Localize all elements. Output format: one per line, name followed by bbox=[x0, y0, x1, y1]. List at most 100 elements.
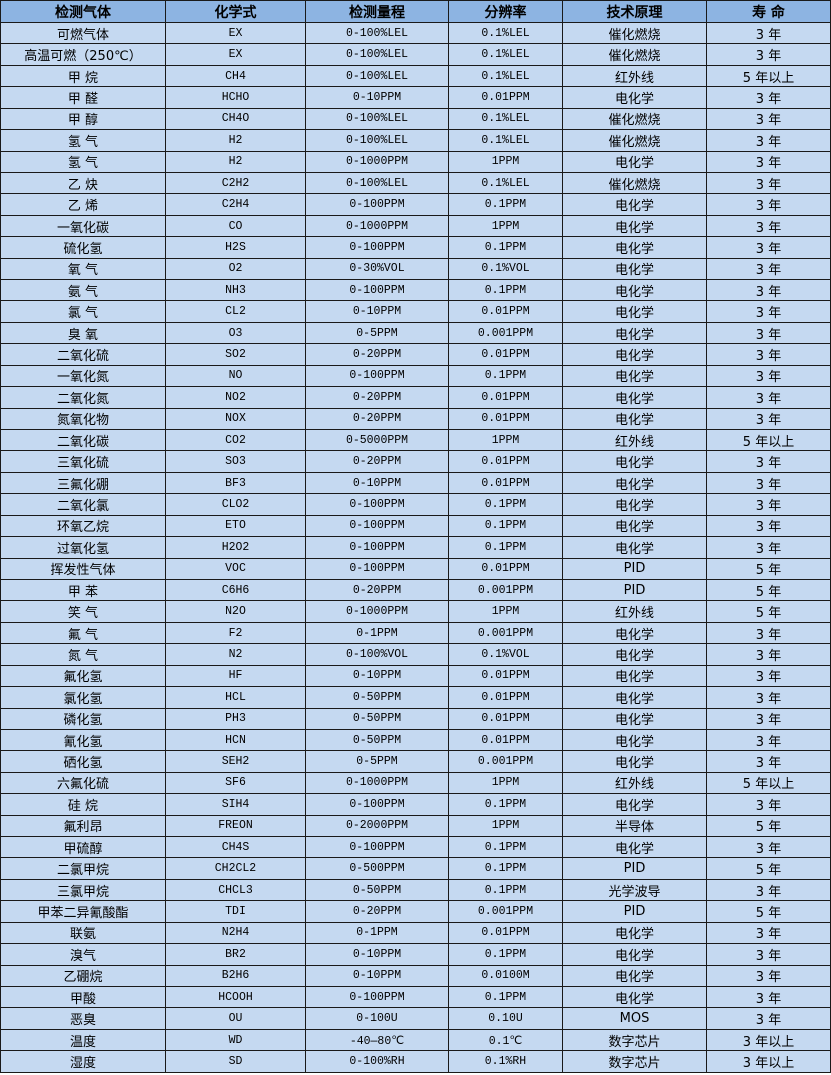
formula-cell: O3 bbox=[165, 321, 306, 345]
resolution-cell: 0.1%LEL bbox=[448, 171, 563, 195]
principle-cell: 电化学 bbox=[562, 836, 707, 859]
principle-cell: 催化燃烧 bbox=[562, 171, 707, 195]
table-row: 三氯甲烷 CHCL3 0-50PPM 0.1PPM 光学波导 3 年 bbox=[0, 878, 831, 902]
principle-cell: 电化学 bbox=[562, 943, 707, 966]
principle-cell: 电化学 bbox=[562, 536, 707, 559]
resolution-cell: 0.01PPM bbox=[448, 664, 563, 688]
resolution-cell: 0.01PPM bbox=[448, 86, 563, 109]
table-row: 硅 烷 SIH4 0-100PPM 0.1PPM 电化学 3 年 bbox=[0, 793, 831, 816]
resolution-cell: 0.001PPM bbox=[448, 578, 563, 602]
resolution-cell: 0.10U bbox=[448, 1007, 563, 1030]
formula-cell: NOX bbox=[165, 407, 306, 431]
principle-cell: 电化学 bbox=[562, 686, 707, 709]
principle-cell: 电化学 bbox=[562, 236, 707, 259]
lifespan-cell: 5 年 bbox=[706, 814, 831, 838]
range-cell: 0-30%VOL bbox=[305, 257, 449, 281]
table-row: 笑 气 N2O 0-1000PPM 1PPM 红外线 5 年 bbox=[0, 600, 831, 623]
gas-cell: 联氨 bbox=[0, 921, 166, 945]
resolution-cell: 0.001PPM bbox=[448, 621, 563, 645]
resolution-cell: 0.01PPM bbox=[448, 921, 563, 945]
lifespan-cell: 3 年 bbox=[706, 1007, 831, 1030]
lifespan-cell: 3 年 bbox=[706, 793, 831, 816]
gas-cell: 二氯甲烷 bbox=[0, 857, 166, 880]
header-formula: 化学式 bbox=[165, 0, 306, 23]
principle-cell: 电化学 bbox=[562, 664, 707, 688]
resolution-cell: 0.0100M bbox=[448, 964, 563, 987]
lifespan-cell: 3 年 bbox=[706, 257, 831, 281]
principle-cell: 红外线 bbox=[562, 771, 707, 795]
lifespan-cell: 3 年 bbox=[706, 386, 831, 409]
resolution-cell: 0.01PPM bbox=[448, 471, 563, 495]
resolution-cell: 0.1PPM bbox=[448, 514, 563, 538]
principle-cell: 红外线 bbox=[562, 600, 707, 623]
lifespan-cell: 3 年 bbox=[706, 493, 831, 516]
table-row: 二氧化碳 CO2 0-5000PPM 1PPM 红外线 5 年以上 bbox=[0, 429, 831, 452]
range-cell: 0-5000PPM bbox=[305, 429, 449, 452]
gas-cell: 硫化氢 bbox=[0, 236, 166, 259]
range-cell: 0-100%LEL bbox=[305, 129, 449, 152]
gas-cell: 氟利昂 bbox=[0, 814, 166, 838]
gas-cell: 硒化氢 bbox=[0, 750, 166, 773]
gas-cell: 硅 烷 bbox=[0, 793, 166, 816]
header-range: 检测量程 bbox=[305, 0, 449, 23]
table-row: 甲硫醇 CH4S 0-100PPM 0.1PPM 电化学 3 年 bbox=[0, 836, 831, 859]
gas-cell: 过氧化氢 bbox=[0, 536, 166, 559]
formula-cell: FREON bbox=[165, 814, 306, 838]
formula-cell: HCOOH bbox=[165, 985, 306, 1009]
range-cell: 0-20PPM bbox=[305, 900, 449, 923]
principle-cell: 电化学 bbox=[562, 964, 707, 987]
resolution-cell: 0.1PPM bbox=[448, 857, 563, 880]
resolution-cell: 0.001PPM bbox=[448, 321, 563, 345]
table-row: 氯化氢 HCL 0-50PPM 0.01PPM 电化学 3 年 bbox=[0, 686, 831, 709]
formula-cell: CO bbox=[165, 214, 306, 238]
range-cell: 0-100%LEL bbox=[305, 43, 449, 66]
formula-cell: SIH4 bbox=[165, 793, 306, 816]
resolution-cell: 1PPM bbox=[448, 150, 563, 173]
range-cell: 0-100PPM bbox=[305, 985, 449, 1009]
table-row: 乙 烯 C2H4 0-100PPM 0.1PPM 电化学 3 年 bbox=[0, 193, 831, 216]
formula-cell: H2 bbox=[165, 129, 306, 152]
table-row: 高温可燃（250℃） EX 0-100%LEL 0.1%LEL 催化燃烧 3 年 bbox=[0, 43, 831, 66]
lifespan-cell: 3 年 bbox=[706, 21, 831, 45]
table-row: 氢 气 H2 0-100%LEL 0.1%LEL 催化燃烧 3 年 bbox=[0, 129, 831, 152]
principle-cell: 电化学 bbox=[562, 450, 707, 473]
resolution-cell: 0.1%LEL bbox=[448, 64, 563, 88]
formula-cell: HF bbox=[165, 664, 306, 688]
lifespan-cell: 3 年 bbox=[706, 985, 831, 1009]
lifespan-cell: 3 年 bbox=[706, 536, 831, 559]
formula-cell: NO2 bbox=[165, 386, 306, 409]
lifespan-cell: 3 年 bbox=[706, 86, 831, 109]
gas-cell: 溴气 bbox=[0, 943, 166, 966]
range-cell: 0-50PPM bbox=[305, 686, 449, 709]
lifespan-cell: 3 年 bbox=[706, 664, 831, 688]
gas-cell: 一氧化氮 bbox=[0, 364, 166, 388]
resolution-cell: 0.1%LEL bbox=[448, 129, 563, 152]
formula-cell: CO2 bbox=[165, 429, 306, 452]
resolution-cell: 0.001PPM bbox=[448, 750, 563, 773]
range-cell: -40—80℃ bbox=[305, 1028, 449, 1052]
lifespan-cell: 3 年 bbox=[706, 943, 831, 966]
resolution-cell: 0.1PPM bbox=[448, 236, 563, 259]
range-cell: 0-100PPM bbox=[305, 236, 449, 259]
gas-cell: 氟 气 bbox=[0, 621, 166, 645]
header-lifespan: 寿 命 bbox=[706, 0, 831, 23]
formula-cell: F2 bbox=[165, 621, 306, 645]
formula-cell: HCHO bbox=[165, 86, 306, 109]
lifespan-cell: 3 年以上 bbox=[706, 1050, 831, 1073]
gas-cell: 甲 醇 bbox=[0, 107, 166, 131]
formula-cell: H2O2 bbox=[165, 536, 306, 559]
formula-cell: PH3 bbox=[165, 707, 306, 730]
resolution-cell: 0.01PPM bbox=[448, 557, 563, 580]
gas-cell: 挥发性气体 bbox=[0, 557, 166, 580]
table-row: 恶臭 OU 0-100U 0.10U MOS 3 年 bbox=[0, 1007, 831, 1030]
formula-cell: CH4 bbox=[165, 64, 306, 88]
resolution-cell: 0.1%LEL bbox=[448, 107, 563, 131]
resolution-cell: 0.01PPM bbox=[448, 450, 563, 473]
resolution-cell: 0.1℃ bbox=[448, 1028, 563, 1052]
gas-cell: 氮 气 bbox=[0, 643, 166, 666]
table-row: 氟化氢 HF 0-10PPM 0.01PPM 电化学 3 年 bbox=[0, 664, 831, 688]
lifespan-cell: 3 年 bbox=[706, 364, 831, 388]
range-cell: 0-100PPM bbox=[305, 793, 449, 816]
resolution-cell: 0.01PPM bbox=[448, 728, 563, 752]
lifespan-cell: 3 年 bbox=[706, 878, 831, 902]
